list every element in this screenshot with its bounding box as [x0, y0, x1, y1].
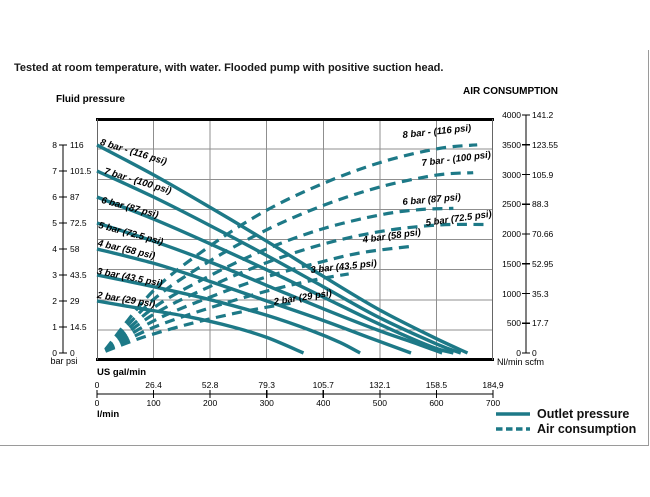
- right-axis-nl-tick-label: 4000: [502, 110, 521, 120]
- gal-tick-label: 79.3: [258, 380, 275, 390]
- left-axis-title: Fluid pressure: [56, 94, 125, 105]
- left-axis-bar-tick-label: 1: [52, 322, 57, 332]
- lmin-tick-label: 500: [372, 398, 387, 408]
- right-axis-scfm-tick-label: 0: [532, 348, 537, 358]
- air-consumption-curve-5bar: [104, 222, 487, 352]
- left-axis-psi-tick-label: 0: [70, 348, 75, 358]
- air-consumption-curve-3bar: [104, 272, 349, 353]
- outlet-pressure-curve-7bar: [96, 169, 462, 355]
- right-axis-nl-tick-label: 2000: [502, 229, 521, 239]
- air-consumption-curve-8bar: [104, 143, 478, 351]
- right-axis-scfm-tick-label: 141.2: [532, 110, 554, 120]
- right-axis-title: AIR CONSUMPTION: [463, 86, 558, 97]
- lmin-tick-label: 400: [316, 398, 331, 408]
- right-axis-scfm-tick-label: 105.9: [532, 169, 554, 180]
- legend-dashed-swatch: [496, 426, 530, 431]
- outlet-pressure-curve-3bar: [96, 273, 361, 355]
- gal-tick-label: 26.4: [145, 380, 162, 390]
- legend-item-outlet-pressure: Outlet pressure: [495, 406, 636, 421]
- lmin-tick-label: 0: [94, 398, 100, 408]
- right-axis-scfm-tick-label: 70.66: [532, 229, 554, 239]
- left-axis-psi-tick-label: 116: [70, 140, 84, 150]
- left-axis-psi-tick-label: 101.5: [70, 166, 92, 176]
- gal-tick-label: 0: [94, 380, 100, 390]
- left-axis-bar-tick-label: 0: [52, 348, 57, 358]
- lmin-tick-label: 100: [146, 398, 161, 408]
- left-axis-psi-tick-label: 14.5: [70, 322, 87, 332]
- right-axis-scfm-tick-label: 52.95: [532, 258, 554, 269]
- left-axis-bar-tick-label: 6: [52, 192, 57, 202]
- right-axis-scfm-tick-label: 123.55: [532, 139, 558, 150]
- left-axis-bar-tick-label: 3: [52, 270, 57, 280]
- outlet-pressure-curve-2bar: [96, 299, 305, 355]
- lmin-tick-label: 600: [429, 398, 444, 408]
- gal-tick-label: 158.5: [425, 380, 448, 390]
- right-axis-nl-tick-label: 3500: [502, 139, 521, 150]
- right-axis-nl-tick-label: 1000: [502, 288, 521, 299]
- lmin-tick-label: 300: [259, 398, 274, 408]
- left-axis-bar-tick-label: 8: [52, 140, 57, 150]
- chart-plot: [59, 114, 530, 398]
- content-frame: [0, 50, 649, 446]
- outlet-pressure-curve-4bar: [96, 247, 412, 355]
- legend: Outlet pressure Air consumption: [495, 406, 636, 436]
- page-title: Tested at room temperature, with water. …: [14, 62, 444, 74]
- left-axis-bar-tick-label: 4: [52, 244, 57, 254]
- left-axis-psi-tick-label: 43.5: [70, 270, 87, 280]
- legend-label-air-consumption: Air consumption: [537, 421, 637, 436]
- right-axis-nl-tick-label: 1500: [502, 258, 521, 269]
- left-axis-bar-tick-label: 5: [52, 218, 57, 228]
- right-axis-scfm-tick-label: 17.7: [532, 318, 549, 329]
- outlet-pressure-curve-5bar: [96, 221, 443, 355]
- right-axis-nl-tick-label: 500: [506, 318, 521, 329]
- gal-tick-label: 105.7: [312, 380, 334, 390]
- right-axis-nl-tick-label: 3000: [502, 169, 521, 180]
- right-axis-nl-tick-label: 2500: [502, 199, 521, 210]
- right-axis-nl-tick-label: 0: [516, 348, 521, 358]
- legend-solid-swatch: [496, 411, 530, 416]
- right-axis-scfm-tick-label: 35.3: [532, 288, 549, 299]
- air-consumption-curve-7bar: [104, 171, 474, 351]
- left-axis-psi-tick-label: 29: [70, 296, 80, 306]
- left-axis-bar-tick-label: 2: [52, 296, 57, 306]
- left-axis-bar-tick-label: 7: [52, 166, 57, 176]
- gal-tick-label: 132.1: [369, 380, 391, 390]
- left-axis-unit-label: bar psi: [50, 356, 78, 366]
- legend-label-outlet-pressure: Outlet pressure: [537, 406, 630, 421]
- air-consumption-curve-4bar: [104, 244, 411, 352]
- left-axis-psi-tick-label: 72.5: [70, 218, 87, 228]
- air-consumption-curve-2bar: [104, 300, 297, 353]
- left-axis-psi-tick-label: 58: [70, 244, 80, 254]
- left-axis-psi-tick-label: 87: [70, 192, 80, 202]
- gal-axis-label: US gal/min: [97, 367, 147, 378]
- gal-tick-label: 52.8: [201, 380, 219, 390]
- legend-item-air-consumption: Air consumption: [495, 421, 636, 436]
- lmin-axis-label: l/min: [97, 409, 120, 420]
- gal-tick-label: 184,9: [482, 380, 504, 390]
- right-axis-unit-label: Nl/min scfm: [497, 357, 544, 367]
- right-axis-scfm-tick-label: 88.3: [532, 199, 549, 210]
- lmin-tick-label: 200: [203, 398, 218, 408]
- lmin-tick-label: 700: [485, 398, 501, 408]
